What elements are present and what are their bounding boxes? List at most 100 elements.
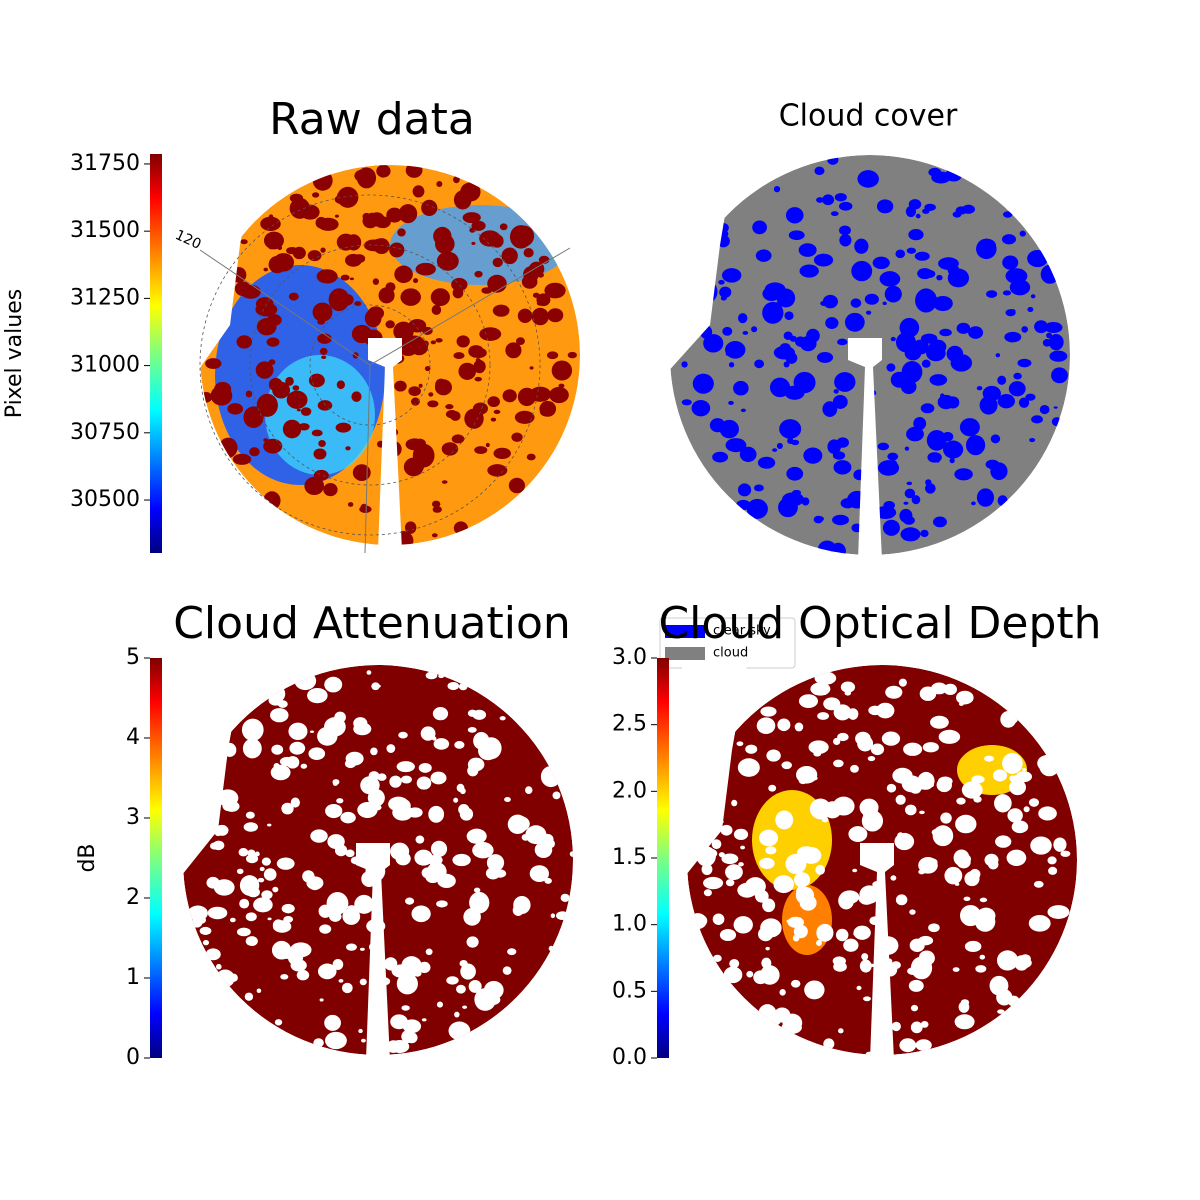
blob [463,908,481,926]
blob [345,446,351,451]
blob [940,393,945,399]
blob [838,201,853,211]
blob [760,706,777,717]
blob [418,961,431,974]
blob [971,775,985,784]
blob [441,480,448,484]
blob [876,199,894,214]
blob [473,359,486,374]
blob [1047,905,1070,919]
blob [859,959,872,973]
blob [760,918,782,938]
polar-ring [249,244,491,486]
blob [728,362,735,368]
blob [424,365,431,372]
blob [836,437,849,448]
blob [529,865,549,882]
blob [813,750,822,757]
blob [975,965,987,973]
blob [759,965,780,985]
blob [932,825,954,847]
blob [702,848,718,859]
blob [408,386,421,397]
blob [456,335,470,348]
blob [243,406,264,429]
blob [1008,381,1026,397]
blob [790,979,801,988]
blob [267,823,272,827]
blob [416,776,432,790]
blob [876,702,895,719]
blob [257,877,265,883]
blob [418,383,423,388]
blob [827,155,839,165]
mask [195,165,255,375]
blob [959,418,980,437]
blob [246,854,259,864]
blob [694,914,708,927]
blob [431,736,437,741]
blob [906,247,917,254]
blob [556,911,570,921]
blob [853,925,871,940]
blob [325,803,343,819]
blob [354,169,374,183]
blob [410,397,420,406]
blob [327,834,345,850]
blob [736,741,744,747]
blob [394,265,413,284]
blob [862,807,879,821]
blob [870,743,885,756]
blob [288,722,308,741]
blob [856,985,862,991]
blob [324,717,346,737]
blob [430,340,437,345]
blob [312,170,333,191]
blob [351,324,372,344]
blob [766,749,781,762]
blob [954,468,973,481]
blob [255,361,274,379]
blob [282,419,302,439]
blob [403,457,424,477]
blob [1051,417,1062,427]
blob [757,456,776,469]
blob [952,211,962,218]
blob [712,451,729,463]
blob [733,380,749,396]
blob [795,886,815,905]
blob [261,857,271,866]
blob [307,687,328,704]
blob [536,293,551,307]
blob [376,684,381,688]
blob [712,913,725,925]
blob [900,379,917,395]
blob [915,213,921,219]
blob [910,1004,919,1012]
colorbar-tick-label: 30750 [70,420,140,445]
blob [808,740,829,755]
blob [286,390,308,409]
blob [479,230,501,247]
blob [453,352,465,359]
blob [263,868,277,881]
blob [903,501,909,505]
blob [390,842,410,861]
blob [425,948,433,956]
blob [879,271,901,287]
blob [255,302,278,317]
blob [321,355,327,359]
blob [1034,320,1049,334]
blob [816,923,834,942]
blob [539,406,551,417]
blob [858,892,875,905]
blob [725,864,743,880]
blob [308,373,325,388]
blob [474,988,496,1011]
blob [526,453,536,461]
blob [833,737,841,745]
blob [928,923,940,933]
blob [207,906,228,920]
blob [430,288,450,307]
blob [396,384,404,391]
